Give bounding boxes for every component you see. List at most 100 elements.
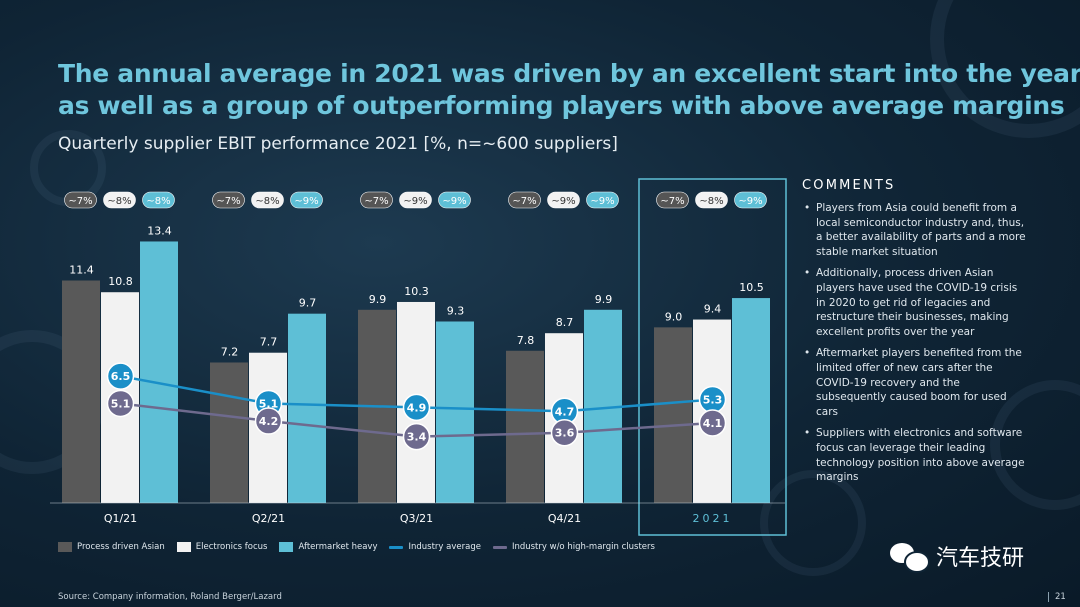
line-marker bbox=[254, 407, 283, 435]
legend-swatch bbox=[58, 542, 72, 552]
share-badge bbox=[399, 191, 432, 209]
share-badge-label: ~7% bbox=[68, 196, 92, 207]
share-badge-label: ~9% bbox=[442, 196, 466, 207]
source-note: Source: Company information, Roland Berg… bbox=[58, 592, 282, 602]
share-badge bbox=[290, 191, 323, 209]
share-badge bbox=[438, 191, 471, 209]
comments-list: Players from Asia could benefit from a l… bbox=[802, 201, 1030, 485]
bar-value-label: 8.7 bbox=[556, 316, 574, 329]
legend-item-process-driven-asian: Process driven Asian bbox=[58, 542, 165, 552]
line-marker-label: 4.1 bbox=[703, 417, 723, 430]
line-marker bbox=[106, 389, 135, 418]
legend-label: Industry w/o high-margin clusters bbox=[511, 542, 655, 552]
line-marker-label: 4.2 bbox=[259, 415, 279, 428]
line-marker-label: 6.5 bbox=[111, 370, 131, 383]
share-badge-label: ~9% bbox=[551, 196, 575, 207]
bar-process-driven-asian bbox=[654, 327, 692, 503]
legend-item-industry-average: Industry average bbox=[389, 542, 481, 552]
legend-line bbox=[389, 545, 404, 549]
share-badge-label: ~8% bbox=[255, 196, 279, 207]
share-badge-label: ~7% bbox=[660, 196, 684, 207]
line-marker-label: 4.9 bbox=[407, 401, 427, 414]
legend-line bbox=[492, 545, 507, 549]
bar-process-driven-asian bbox=[506, 350, 544, 503]
share-badge-label: ~8% bbox=[146, 196, 170, 207]
wechat-watermark: 汽车技研 bbox=[890, 540, 1025, 573]
comments-panel: COMMENTS Players from Asia could benefit… bbox=[802, 178, 1030, 492]
share-badge-label: ~7% bbox=[216, 196, 240, 207]
line-marker-label: 3.6 bbox=[555, 427, 575, 440]
comments-heading: COMMENTS bbox=[802, 178, 896, 193]
share-badge-label: ~7% bbox=[512, 196, 536, 207]
bar-aftermarket-heavy bbox=[436, 321, 474, 503]
legend-item-aftermarket-heavy: Aftermarket heavy bbox=[279, 542, 377, 552]
line-marker bbox=[550, 418, 579, 447]
share-badge bbox=[508, 191, 541, 209]
ebit-bar-line-chart: 11.4 10.8 13.4 Q1/21 ~7% ~8% ~8% 7.2 7.7 9.7 Q2/21… bbox=[50, 178, 787, 536]
slide-title-line-2: as well as a group of outperforming play… bbox=[58, 91, 1065, 120]
comment-item: Suppliers with electronics and software … bbox=[802, 426, 1030, 484]
highlight-frame-2021 bbox=[638, 178, 787, 536]
watermark-text: 汽车技研 bbox=[936, 546, 1025, 571]
share-badge-label: ~9% bbox=[403, 196, 427, 207]
legend-swatch bbox=[176, 542, 191, 552]
bar-value-label: 10.8 bbox=[108, 275, 133, 288]
bar-value-label: 10.3 bbox=[404, 285, 429, 298]
bar-value-label: 10.5 bbox=[739, 281, 764, 294]
share-badge bbox=[586, 191, 619, 209]
category-label: Q2/21 bbox=[252, 512, 285, 525]
bar-value-label: 9.7 bbox=[299, 297, 317, 310]
category-label: Q3/21 bbox=[400, 512, 433, 525]
line-marker-label: 4.7 bbox=[555, 405, 575, 418]
share-badge-label: ~9% bbox=[294, 196, 318, 207]
share-badge bbox=[212, 191, 245, 209]
legend-item-industry-wo-high-margin: Industry w/o high-margin clusters bbox=[492, 542, 655, 552]
share-badge bbox=[547, 191, 580, 209]
category-label: Q1/21 bbox=[104, 512, 137, 525]
bar-aftermarket-heavy bbox=[288, 313, 326, 503]
share-badge bbox=[251, 191, 284, 209]
bar-value-label: 7.7 bbox=[260, 336, 278, 349]
line-marker-label: 3.4 bbox=[407, 431, 427, 444]
share-badge bbox=[64, 191, 97, 209]
bar-value-label: 13.4 bbox=[147, 224, 172, 237]
share-badge-label: ~7% bbox=[364, 196, 388, 207]
bar-aftermarket-heavy bbox=[732, 298, 770, 503]
bar-value-label: 7.8 bbox=[517, 334, 535, 347]
legend-swatch bbox=[279, 542, 294, 552]
bar-value-label: 9.9 bbox=[369, 293, 387, 306]
bar-value-label: 9.9 bbox=[595, 293, 613, 306]
legend-label: Aftermarket heavy bbox=[298, 542, 378, 552]
line-marker bbox=[402, 422, 431, 451]
category-label: Q4/21 bbox=[548, 512, 581, 525]
bar-value-label: 9.0 bbox=[665, 310, 683, 323]
share-badge-label: ~8% bbox=[699, 196, 723, 207]
bar-value-label: 7.2 bbox=[221, 345, 239, 358]
legend-item-electronics-focus: Electronics focus bbox=[176, 542, 268, 552]
line-marker bbox=[402, 393, 431, 422]
share-badge-label: ~9% bbox=[590, 196, 614, 207]
bar-aftermarket-heavy bbox=[140, 241, 178, 503]
bar-value-label: 9.4 bbox=[704, 303, 722, 316]
legend-label: Process driven Asian bbox=[77, 542, 165, 552]
line-marker-label: 5.1 bbox=[111, 397, 131, 410]
bar-process-driven-asian bbox=[210, 362, 248, 503]
slide-title-line-1: The annual average in 2021 was driven by… bbox=[58, 59, 1080, 88]
wechat-icon bbox=[890, 541, 930, 573]
comment-item: Additionally, process driven Asian playe… bbox=[802, 266, 1030, 339]
line-marker-label: 5.3 bbox=[703, 394, 723, 407]
chart-subtitle: Quarterly supplier EBIT performance 2021… bbox=[58, 134, 618, 154]
bar-value-label: 9.3 bbox=[447, 304, 465, 317]
share-badge bbox=[360, 191, 393, 209]
share-badge bbox=[695, 191, 728, 209]
legend-label: Electronics focus bbox=[195, 542, 268, 552]
bar-value-label: 11.4 bbox=[69, 264, 94, 277]
line-marker bbox=[698, 409, 727, 437]
line-marker bbox=[106, 362, 135, 390]
share-badge-label: ~8% bbox=[107, 196, 131, 207]
comment-item: Players from Asia could benefit from a l… bbox=[802, 201, 1030, 259]
legend-label: Industry average bbox=[408, 542, 481, 552]
bar-process-driven-asian bbox=[62, 280, 100, 503]
share-badge-label: ~9% bbox=[738, 196, 762, 207]
slide-title: The annual average in 2021 was driven by… bbox=[58, 58, 1080, 122]
